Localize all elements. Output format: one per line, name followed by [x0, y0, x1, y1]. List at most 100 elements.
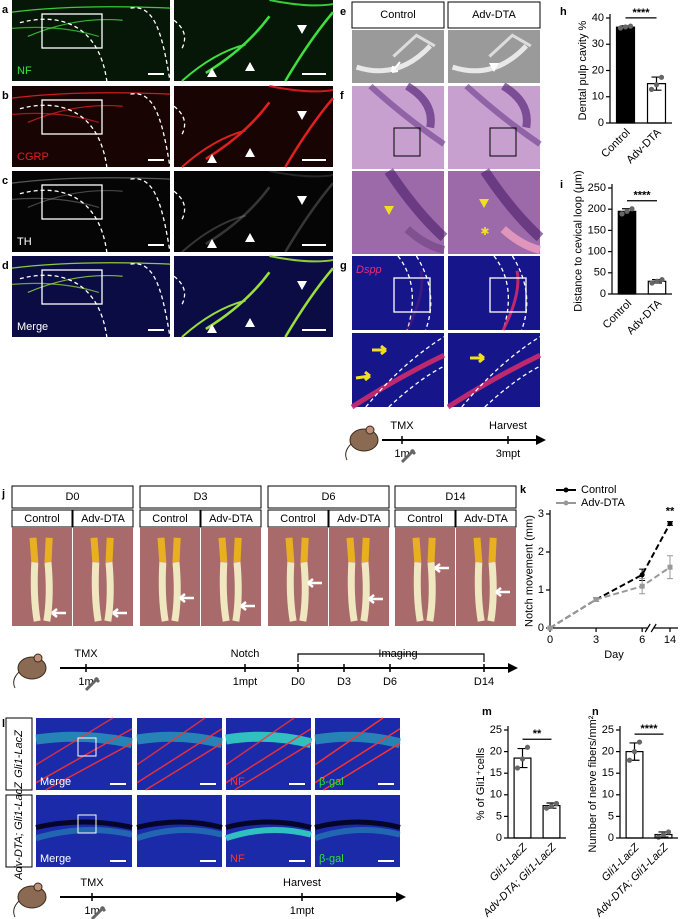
fiber	[405, 270, 424, 331]
header-box	[267, 509, 329, 528]
y-tick-label: 10	[592, 91, 604, 103]
channel-label: TH	[17, 236, 32, 248]
mouse-icon	[349, 428, 379, 452]
header-box	[200, 509, 262, 528]
arrow	[355, 370, 371, 382]
y-tick-label: 30	[592, 38, 604, 50]
data-point	[617, 25, 624, 31]
fluorescence	[226, 718, 311, 790]
y-tick-label: 25	[602, 724, 614, 736]
y-tick-label: 2	[538, 546, 544, 558]
mouse-tail	[13, 900, 20, 918]
fiber	[27, 190, 123, 209]
channel-label: Merge	[40, 776, 71, 788]
y-tick-label: 200	[588, 203, 606, 215]
fiber	[487, 561, 497, 622]
fiber	[501, 82, 531, 129]
fiber	[45, 742, 133, 791]
y-axis-label: % of Gli1⁺cells	[475, 747, 487, 820]
fiber	[19, 189, 108, 253]
header-box	[11, 485, 134, 509]
data-point	[660, 831, 667, 838]
tooth-photo	[456, 528, 516, 626]
zoom-box	[489, 277, 527, 313]
header-box	[328, 509, 390, 528]
fiber	[27, 275, 123, 294]
data-point	[524, 744, 531, 750]
tooth-photo	[140, 528, 200, 626]
zoom-box	[41, 13, 103, 49]
fiber	[314, 826, 401, 842]
header-box	[447, 1, 541, 29]
fiber	[360, 561, 370, 622]
y-tick-label: 10	[490, 789, 502, 801]
zoom-box	[393, 127, 421, 157]
fluorescence	[315, 718, 400, 790]
micrograph	[174, 171, 333, 252]
channel-label: NF	[230, 776, 245, 788]
group-header: Control	[407, 513, 442, 525]
data-point	[665, 829, 672, 835]
timeline-arrow	[396, 892, 406, 902]
significance: ****	[632, 7, 650, 19]
y-tick-label: 250	[588, 182, 606, 194]
row-label: Adv-DTA; Gli1-LacZ	[13, 781, 25, 881]
fiber	[511, 255, 528, 331]
y-tick-label: 20	[490, 746, 502, 758]
data-point	[543, 805, 550, 811]
fiber	[474, 562, 485, 622]
header-box	[394, 509, 456, 528]
fiber	[314, 728, 401, 784]
zoom-box	[77, 814, 97, 834]
fiber	[172, 537, 181, 563]
y-axis-label: Number of nerve fibers/mm²	[587, 715, 599, 852]
fiber	[11, 282, 100, 294]
fiber	[269, 0, 334, 7]
fiber	[284, 11, 334, 82]
timeline-tick-label: D14	[474, 676, 494, 688]
data-point	[514, 765, 521, 771]
panel-letter: i	[560, 179, 563, 191]
fiber	[29, 537, 39, 563]
fluorescence	[315, 795, 400, 867]
y-tick-label: 0	[496, 832, 502, 844]
fiber	[314, 819, 401, 830]
arrow	[179, 593, 194, 603]
fiber	[314, 717, 384, 766]
y-tick-label: 20	[602, 746, 614, 758]
tooth-photo	[201, 528, 261, 626]
arrowhead	[207, 68, 217, 77]
fiber	[11, 177, 171, 184]
marker	[593, 597, 599, 602]
x-tick-label: 0	[547, 634, 553, 646]
fiber	[269, 85, 334, 93]
fiber	[384, 168, 448, 242]
arrowhead	[245, 62, 255, 71]
fiber	[19, 18, 108, 82]
y-axis-label: Distance to cevical loop (μm)	[572, 170, 584, 311]
y-tick-label: 40	[592, 12, 604, 24]
legend-label: Control	[581, 484, 616, 496]
fiber	[314, 731, 402, 749]
fiber	[501, 270, 520, 331]
data-point	[654, 278, 660, 284]
fiber	[451, 44, 529, 74]
micrograph	[174, 0, 333, 81]
zoom-box	[489, 127, 517, 157]
day-header: D6	[321, 491, 335, 503]
arrowhead	[207, 154, 217, 163]
day-header: D3	[193, 491, 207, 503]
fiber	[346, 537, 356, 563]
panel-letter: k	[520, 484, 527, 496]
panel-letter: n	[592, 706, 599, 718]
y-axis-label: Notch movement (mm)	[523, 515, 535, 627]
fiber	[473, 537, 483, 563]
data-point	[631, 749, 638, 755]
fiber	[480, 168, 544, 242]
arrow	[495, 587, 510, 597]
arrowhead	[245, 148, 255, 157]
row-label: Gli1-LacZ	[13, 729, 25, 778]
syringe-icon	[90, 905, 107, 919]
header-box	[351, 1, 445, 29]
